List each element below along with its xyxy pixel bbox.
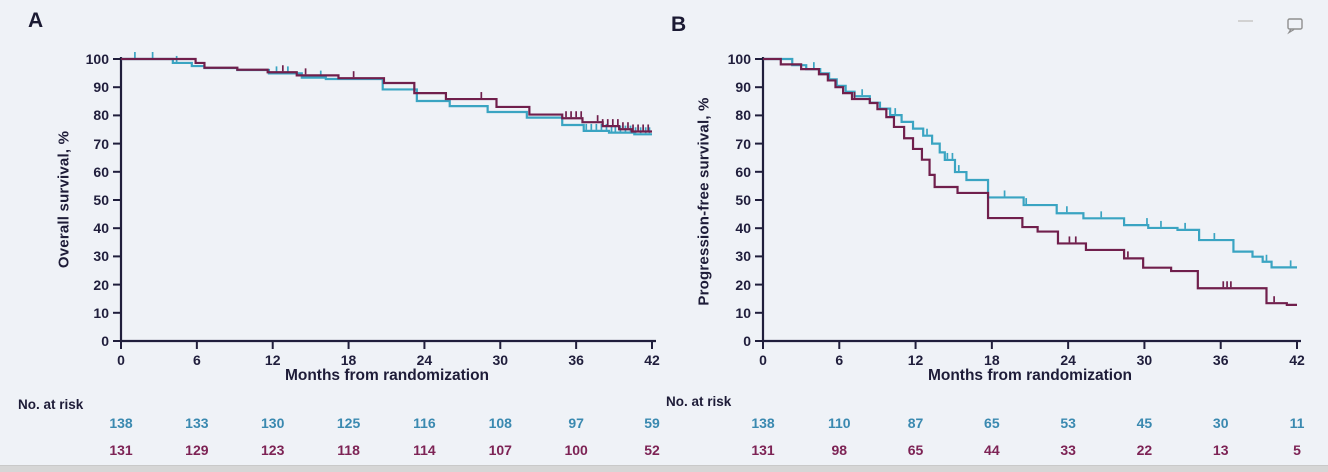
x-tick-label: 42 [1289,352,1305,368]
y-tick-label: 90 [93,79,109,96]
at-risk-value-arm-teal: 138 [751,415,775,431]
x-tick-label: 12 [264,352,281,368]
y-tick-label: 30 [735,248,751,265]
x-tick-label: 30 [492,352,509,368]
y-tick-label: 60 [735,163,751,180]
at-risk-value-arm-teal: 130 [261,415,285,431]
at-risk-value-arm-teal: 97 [568,415,584,431]
panel-b-label: B [671,13,687,36]
y-tick-label: 10 [93,304,109,321]
at-risk-value-arm-maroon: 22 [1136,442,1153,458]
at-risk-value-arm-maroon: 13 [1212,442,1229,458]
bottom-edge-strip [0,465,1328,472]
survival-curve-arm-maroon [763,57,1297,307]
panel-b-at-risk-label: No. at risk [666,394,732,409]
y-tick-label: 80 [93,107,109,124]
y-tick-label: 100 [727,51,751,67]
at-risk-value-arm-maroon: 52 [644,442,660,458]
y-tick-label: 10 [735,304,751,321]
at-risk-value-arm-teal: 59 [644,415,660,431]
y-tick-label: 50 [93,192,109,208]
y-tick-label: 60 [93,163,109,180]
x-tick-label: 6 [835,352,844,368]
x-tick-label: 12 [907,352,924,368]
panel-b-y-axis-title: Progression-free survival, % [695,97,713,306]
at-risk-value-arm-teal: 110 [827,415,851,431]
at-risk-value-arm-maroon: 118 [337,442,360,458]
panel-b-x-axis-title: Months from randomization [927,367,1133,384]
at-risk-value-arm-maroon: 33 [1060,442,1076,458]
panel-a-label: A [28,9,44,32]
y-tick-label: 40 [93,220,109,237]
survival-curve-arm-maroon [121,57,652,133]
x-tick-label: 0 [759,352,767,368]
at-risk-value-arm-maroon: 44 [984,442,1000,458]
panel-a-at-risk-label: No. at risk [18,397,84,412]
at-risk-value-arm-teal: 87 [907,415,924,431]
at-risk-value-arm-maroon: 129 [185,442,209,458]
x-tick-label: 36 [1212,352,1229,368]
at-risk-value-arm-teal: 133 [185,415,209,431]
at-risk-value-arm-teal: 11 [1289,415,1305,431]
at-risk-value-arm-teal: 138 [109,415,133,431]
y-tick-label: 0 [743,333,751,349]
x-tick-label: 42 [644,352,660,368]
at-risk-value-arm-teal: 53 [1060,415,1076,431]
y-tick-label: 70 [735,135,751,152]
y-tick-label: 50 [735,192,751,208]
at-risk-value-arm-maroon: 65 [907,442,924,458]
at-risk-value-arm-maroon: 131 [751,442,775,458]
at-risk-value-arm-teal: 45 [1136,415,1153,431]
x-tick-label: 18 [984,352,1000,368]
x-tick-label: 0 [117,352,125,368]
x-tick-label: 30 [1136,352,1153,368]
at-risk-value-arm-maroon: 131 [109,442,133,458]
at-risk-value-arm-teal: 65 [984,415,1000,431]
x-tick-label: 6 [192,352,201,368]
at-risk-value-arm-maroon: 107 [488,442,512,458]
at-risk-value-arm-maroon: 5 [1293,442,1301,458]
y-tick-label: 30 [93,248,109,265]
y-tick-label: 70 [93,135,109,152]
y-tick-label: 20 [735,276,751,293]
x-tick-label: 24 [416,352,433,368]
y-tick-label: 20 [93,276,109,293]
x-tick-label: 18 [340,352,357,368]
y-tick-label: 100 [85,51,109,67]
at-risk-value-arm-maroon: 98 [831,442,848,458]
y-tick-label: 40 [735,220,751,237]
x-tick-label: 36 [568,352,584,368]
at-risk-value-arm-maroon: 123 [261,442,285,458]
x-tick-label: 24 [1060,352,1076,368]
at-risk-value-arm-teal: 116 [413,415,436,431]
y-tick-label: 0 [101,333,109,349]
at-risk-value-arm-teal: 108 [488,415,512,431]
at-risk-value-arm-teal: 125 [336,415,361,431]
at-risk-value-arm-maroon: 100 [564,442,588,458]
panel-a-x-axis-title: Months from randomization [284,367,490,384]
comment-bubble-icon[interactable] [1287,18,1303,35]
at-risk-value-arm-maroon: 114 [413,442,436,458]
survival-curve-arm-teal [121,57,652,136]
at-risk-value-arm-teal: 30 [1212,415,1229,431]
y-tick-label: 90 [735,79,751,96]
y-tick-label: 80 [735,107,751,124]
survival-curve-arm-teal [763,57,1297,269]
